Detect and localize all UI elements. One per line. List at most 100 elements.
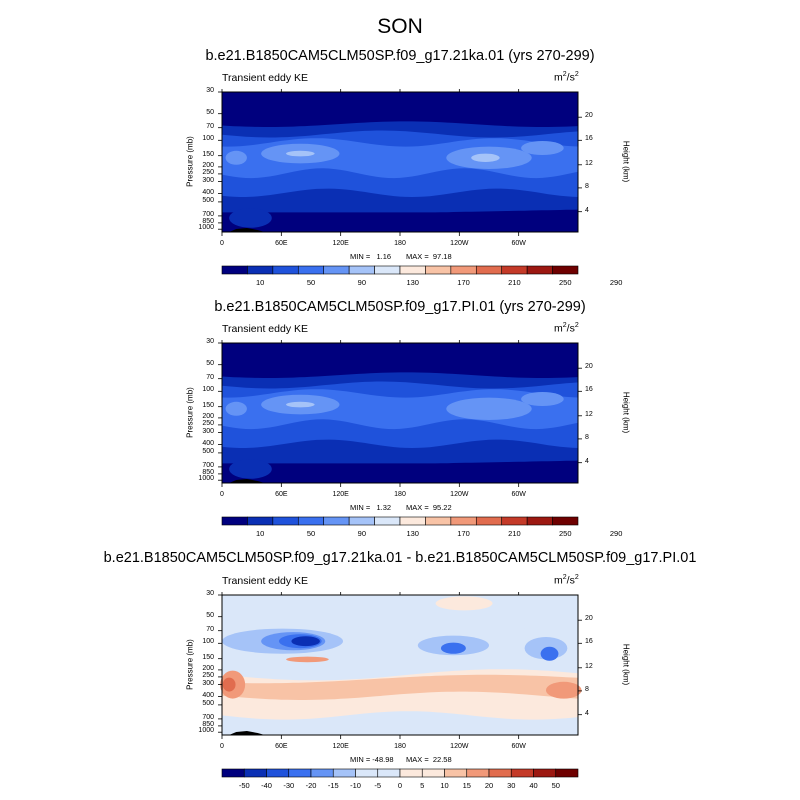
- colorbar-swatch: [421, 768, 445, 778]
- colorbar-swatch: [266, 768, 290, 778]
- colorbar-swatch: [221, 265, 248, 275]
- panel-title: b.e21.B1850CAM5CLM50SP.f09_g17.PI.01 (yr…: [214, 299, 586, 315]
- colorbar-label: 50: [306, 278, 316, 287]
- jet-core-contour: [286, 150, 315, 157]
- colorbar-swatch: [488, 768, 512, 778]
- colorbar-swatch: [555, 768, 579, 778]
- x-tick-label: 0: [220, 743, 224, 750]
- colorbar-label: 10: [440, 781, 449, 790]
- y-tick-label: 850: [202, 468, 214, 476]
- y-axis-label: Pressure (mb): [185, 639, 195, 690]
- y-tick-label: 150: [202, 653, 214, 661]
- y-tick-label: 200: [202, 161, 214, 169]
- colorbar-label: 90: [357, 278, 367, 287]
- surface-contour: [229, 208, 272, 228]
- y2-tick-label: 12: [585, 662, 593, 670]
- min-label: MIN = 1.16: [350, 252, 392, 261]
- page-title: SON: [377, 15, 423, 38]
- colorbar-swatch: [323, 265, 350, 275]
- negative-anomaly-contour: [540, 646, 559, 661]
- colorbar-label: 210: [508, 529, 521, 538]
- colorbar-swatch: [374, 265, 401, 275]
- terrain-mask: [229, 731, 265, 735]
- colorbar-swatch: [450, 265, 477, 275]
- colorbar-swatch: [247, 516, 274, 526]
- contour-field: [218, 340, 582, 487]
- y-tick-label: 150: [202, 401, 214, 409]
- y2-tick-label: 20: [585, 112, 593, 120]
- colorbar-label: 250: [559, 529, 572, 538]
- colorbar-label: 250: [559, 278, 572, 287]
- y-tick-label: 250: [202, 419, 214, 427]
- colorbar-label: 170: [457, 278, 470, 287]
- positive-anomaly-contour: [545, 681, 582, 699]
- panel-subtitle: Transient eddy KE: [222, 323, 308, 335]
- colorbar-label: 40: [529, 781, 538, 790]
- y-axis-label: Pressure (mb): [185, 136, 195, 187]
- negative-anomaly-contour: [291, 636, 320, 647]
- colorbar-swatch: [243, 768, 267, 778]
- colorbar-swatch: [348, 516, 375, 526]
- colorbar-swatch: [374, 516, 401, 526]
- colorbar-swatch: [533, 768, 557, 778]
- y-tick-label: 70: [206, 122, 214, 130]
- x-tick-label: 120W: [450, 491, 469, 498]
- y-tick-label: 150: [202, 150, 214, 158]
- colorbar: [221, 516, 579, 526]
- colorbar-label: 0: [397, 781, 403, 790]
- x-tick-label: 60E: [275, 491, 288, 498]
- colorbar-swatch: [425, 265, 452, 275]
- colorbar-label: 90: [357, 529, 367, 538]
- y-tick-label: 100: [202, 638, 214, 646]
- colorbar-label: 5: [420, 781, 425, 790]
- jet-core-contour: [286, 401, 315, 408]
- y-tick-label: 250: [202, 671, 214, 679]
- colorbar-label: -40: [261, 781, 272, 790]
- x-tick-label: 120W: [450, 240, 469, 247]
- panel-subtitle: Transient eddy KE: [222, 575, 308, 587]
- y-tick-label: 100: [202, 386, 214, 394]
- y-axis-label: Pressure (mb): [185, 387, 195, 438]
- colorbar-swatch: [399, 516, 426, 526]
- colorbar-swatch: [348, 265, 375, 275]
- colorbar-swatch: [526, 516, 553, 526]
- y2-tick-label: 20: [585, 615, 593, 623]
- y-tick-label: 70: [206, 373, 214, 381]
- colorbar-swatch: [221, 768, 245, 778]
- colorbar-swatch: [475, 516, 503, 526]
- colorbar: [221, 768, 579, 778]
- y-tick-label: 1000: [198, 727, 214, 735]
- y-tick-label: 30: [206, 590, 214, 597]
- colorbar-label: -20: [305, 781, 317, 790]
- colorbar-label: 290: [609, 529, 623, 538]
- y2-tick-label: 8: [585, 685, 589, 693]
- contour-field: [218, 89, 582, 236]
- colorbar-swatch: [501, 516, 528, 526]
- y-tick-label: 250: [202, 168, 214, 176]
- y-tick-label: 700: [202, 461, 214, 469]
- x-tick-label: 60W: [511, 240, 526, 247]
- colorbar-swatch: [355, 768, 379, 778]
- x-tick-label: 0: [220, 240, 224, 247]
- colorbar-swatch: [310, 768, 334, 778]
- colorbar-swatch: [501, 265, 528, 275]
- colorbar-swatch: [399, 265, 426, 275]
- colorbar-swatch: [288, 768, 312, 778]
- jet-core-contour: [225, 401, 247, 416]
- y-tick-label: 700: [202, 713, 214, 721]
- colorbar-swatch: [377, 768, 401, 778]
- min-label: MIN = -48.98: [350, 755, 394, 764]
- jet-core-contour: [471, 153, 500, 162]
- y2-tick-label: 4: [585, 709, 589, 717]
- contour-field: [218, 592, 582, 739]
- y-tick-label: 400: [202, 188, 214, 196]
- x-tick-label: 60W: [511, 743, 526, 750]
- colorbar-label: 20: [484, 781, 494, 790]
- y2-tick-label: 4: [585, 457, 589, 465]
- y2-tick-label: 16: [585, 638, 593, 646]
- y-tick-label: 850: [202, 720, 214, 728]
- jet-core-contour: [225, 150, 247, 165]
- colorbar: [221, 265, 579, 275]
- y2-axis-label: Height (km): [621, 391, 631, 434]
- colorbar-label: 10: [255, 529, 265, 538]
